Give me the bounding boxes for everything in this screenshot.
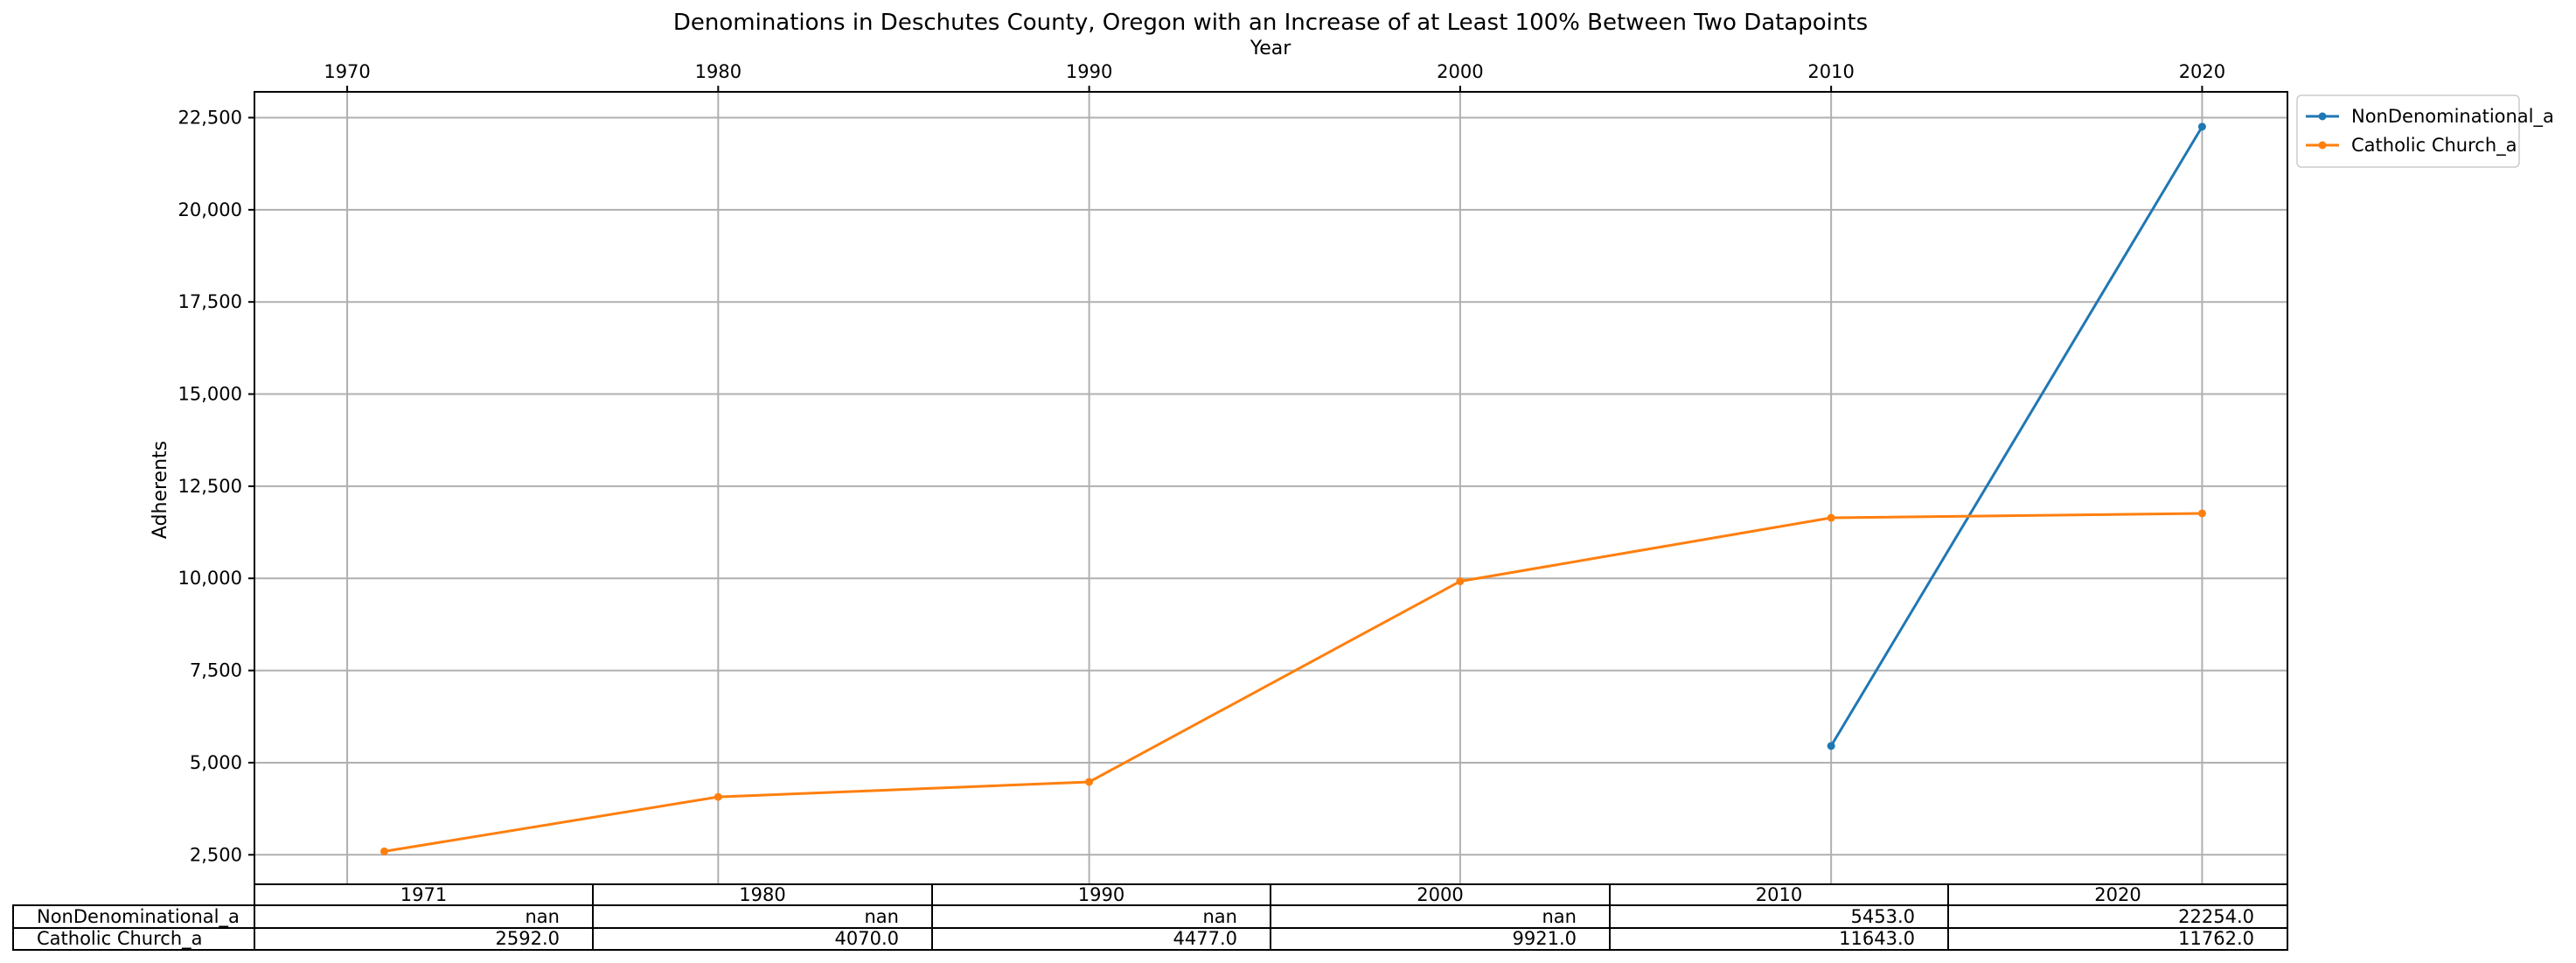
table-cell xyxy=(1947,927,2288,951)
data-point-1 xyxy=(714,792,722,801)
series-line-0 xyxy=(1829,126,2204,747)
table-cell-value: 22254.0 xyxy=(2178,906,2254,927)
data-point-1 xyxy=(2197,509,2206,518)
table-row-label: Catholic Church_a xyxy=(37,928,203,950)
x-tick-label: 2010 xyxy=(1807,61,1854,82)
data-point-1 xyxy=(1085,778,1094,786)
axis-ticks: 1970 1980 1990 2000 2010 2020 2,500 5,000 7,500 1… xyxy=(178,61,2226,865)
table-cell-value: 4070.0 xyxy=(835,928,899,949)
legend: NonDenominational_a Catholic Church_a xyxy=(2296,94,2554,168)
y-tick-label: 22,500 xyxy=(178,107,242,128)
table-column-label: 1971 xyxy=(400,884,447,905)
table-cell-value: 9921.0 xyxy=(1513,928,1577,949)
table-row-label: NonDenominational_a xyxy=(37,906,240,928)
legend-frame xyxy=(2296,94,2520,168)
legend-label-1: Catholic Church_a xyxy=(2351,135,2517,157)
data-point-0 xyxy=(1827,742,1835,750)
legend-marker-0 xyxy=(2318,112,2327,121)
table-cell-value: 5453.0 xyxy=(1851,906,1915,927)
table-cell-value: nan xyxy=(1542,906,1577,927)
y-tick-label: 17,500 xyxy=(178,291,242,312)
y-tick-label: 7,500 xyxy=(190,660,242,681)
legend-marker-1 xyxy=(2318,141,2327,150)
table-cell-value: nan xyxy=(865,906,900,927)
chart-title: Denominations in Deschutes County, Orego… xyxy=(673,10,1868,36)
legend-label-0: NonDenominational_a xyxy=(2351,106,2554,128)
y-tick-label: 10,000 xyxy=(178,568,242,589)
table-cell-value: 11762.0 xyxy=(2178,928,2254,949)
y-tick-label: 2,500 xyxy=(190,844,242,865)
data-point-1 xyxy=(1456,577,1465,586)
plot-series xyxy=(379,122,2206,855)
x-tick-label: 2000 xyxy=(1437,61,1483,82)
table-column-label: 1990 xyxy=(1078,884,1124,905)
grid xyxy=(254,92,2287,884)
data-table: 1971 1980 1990 2000 2010 2020 NonDenominationa… xyxy=(12,883,2288,951)
table-cell-value: 4477.0 xyxy=(1173,928,1237,949)
x-tick-label: 1990 xyxy=(1066,61,1112,82)
data-point-1 xyxy=(379,847,388,855)
data-point-1 xyxy=(1827,513,1835,522)
table-cell-value: nan xyxy=(526,906,560,927)
x-axis-label: Year xyxy=(1250,38,1292,59)
series-line-1 xyxy=(384,512,2203,853)
table-column-label: 1980 xyxy=(739,884,785,905)
y-tick-label: 15,000 xyxy=(178,384,242,405)
table-column-label: 2010 xyxy=(1756,884,1802,905)
table-column-label: 2020 xyxy=(2094,884,2141,905)
table-column-label: 2000 xyxy=(1417,884,1463,905)
y-tick-label: 5,000 xyxy=(190,752,242,773)
table-cell-value: 11643.0 xyxy=(1839,928,1915,949)
x-tick-label: 2020 xyxy=(2179,61,2225,82)
table-cell-value: 2592.0 xyxy=(496,928,560,949)
y-tick-label: 20,000 xyxy=(178,199,242,220)
x-tick-label: 1970 xyxy=(324,61,370,82)
x-tick-label: 1980 xyxy=(695,61,741,82)
y-axis-label: Adherents xyxy=(150,441,171,539)
data-point-0 xyxy=(2197,122,2206,131)
table-cell-value: nan xyxy=(1203,906,1238,927)
y-tick-label: 12,500 xyxy=(178,476,242,497)
